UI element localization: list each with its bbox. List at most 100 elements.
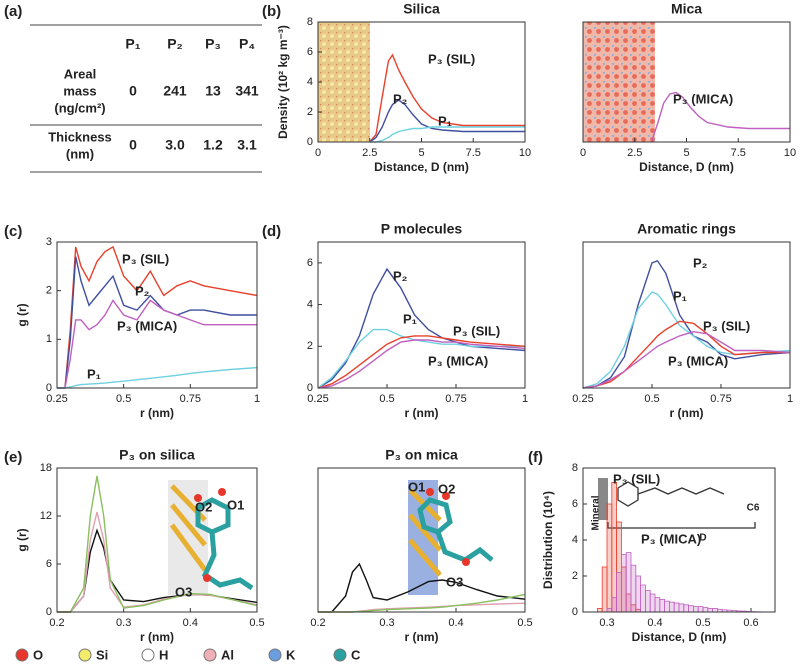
histogram-bar bbox=[611, 597, 617, 613]
y-tick-label: 3 bbox=[46, 236, 52, 248]
x-tick-label: 0.5 bbox=[644, 393, 659, 405]
series-line bbox=[582, 320, 790, 389]
series-label: O1 bbox=[227, 497, 244, 512]
histogram-bar bbox=[606, 608, 613, 613]
histogram-bar bbox=[669, 601, 675, 613]
legend-swatch bbox=[78, 648, 92, 662]
series-line bbox=[317, 339, 526, 389]
x-tick-label: 0.4 bbox=[183, 617, 198, 629]
series-line bbox=[57, 299, 257, 389]
legend-swatch bbox=[333, 648, 347, 662]
x-tick-label: 0.5 bbox=[695, 617, 710, 629]
panel-label: (c) bbox=[4, 223, 22, 240]
series-label: P₃ (SIL) bbox=[703, 318, 750, 333]
legend-label: C bbox=[351, 647, 361, 662]
table-header: P₁ bbox=[125, 36, 140, 52]
table-row-label: (ng/cm²) bbox=[54, 100, 105, 115]
legend-label: Si bbox=[96, 647, 108, 662]
series-label: P₁ bbox=[673, 288, 687, 303]
molecule-inset-silica bbox=[168, 480, 254, 595]
histogram-bar bbox=[630, 564, 637, 613]
series-label: P₃ (MICA) bbox=[668, 353, 728, 368]
y-tick-label: 6 bbox=[307, 46, 313, 58]
y-tick-label: 12 bbox=[40, 510, 52, 522]
table-cell: 0 bbox=[129, 137, 137, 153]
series-label: P₃ (MICA) bbox=[117, 318, 177, 333]
y-tick-label: 6 bbox=[46, 558, 52, 570]
table-row-label: Areal bbox=[64, 66, 97, 81]
histogram-bar bbox=[697, 606, 704, 613]
x-tick-label: 2.5 bbox=[627, 147, 642, 159]
mica-surface-image bbox=[583, 22, 655, 142]
chart-title: P₃ on silica bbox=[119, 447, 195, 463]
series-label: O3 bbox=[175, 584, 192, 599]
histogram-bar bbox=[702, 607, 709, 613]
legend-swatch bbox=[203, 648, 217, 662]
y-tick-label: 8 bbox=[572, 462, 578, 474]
x-tick-label: 10 bbox=[784, 147, 796, 159]
molecule-inset-distribution bbox=[598, 478, 756, 529]
histogram-bar bbox=[673, 602, 680, 613]
series-line bbox=[317, 328, 525, 389]
histogram-bar bbox=[688, 605, 694, 613]
panel-label: (d) bbox=[262, 223, 281, 240]
table-cell: 3.0 bbox=[165, 137, 185, 153]
legend-label: K bbox=[286, 647, 296, 662]
plot-frame bbox=[582, 241, 791, 389]
chart-title: P₃ on mica bbox=[385, 447, 458, 463]
table-row-label: mass bbox=[63, 83, 96, 98]
x-tick-label: 1 bbox=[254, 393, 260, 405]
legend-swatch bbox=[15, 648, 29, 662]
x-tick-label: 0.4 bbox=[647, 617, 662, 629]
histogram-bar bbox=[611, 481, 617, 613]
x-tick-label: 0.3 bbox=[116, 617, 131, 629]
x-tick-label: 0.5 bbox=[249, 617, 264, 629]
table-cell: 341 bbox=[235, 83, 259, 99]
y-tick-label: 0 bbox=[46, 606, 52, 618]
histogram-bar bbox=[678, 603, 685, 613]
table-row-label: (nm) bbox=[66, 146, 94, 161]
histogram-bar bbox=[616, 572, 622, 613]
legend-label: O bbox=[33, 647, 43, 662]
series-label: P₂ bbox=[393, 91, 408, 106]
series-label: P₃ (SIL) bbox=[453, 323, 500, 338]
series-line bbox=[57, 366, 258, 389]
series-line bbox=[582, 259, 791, 389]
series-label: O1 bbox=[408, 479, 425, 494]
x-tick-label: 0 bbox=[580, 147, 586, 159]
histogram-bar bbox=[621, 554, 627, 613]
table-header: P₂ bbox=[167, 36, 183, 52]
x-tick-label: 5 bbox=[418, 147, 424, 159]
table-header: P₄ bbox=[239, 36, 255, 52]
series-label: P₁ bbox=[87, 366, 101, 381]
series-label: P₃ (MICA) bbox=[673, 91, 733, 106]
table-cell: 13 bbox=[205, 83, 221, 99]
table-cell: 3.1 bbox=[237, 137, 257, 153]
y-tick-label: 6 bbox=[307, 257, 313, 269]
series-line bbox=[369, 99, 525, 143]
y-tick-label: 0 bbox=[307, 136, 313, 148]
panel-label: (e) bbox=[4, 449, 22, 466]
x-tick-label: 0.75 bbox=[445, 393, 466, 405]
histogram-bar bbox=[640, 584, 646, 613]
series-line bbox=[57, 475, 258, 613]
series-label: P₃ (MICA) bbox=[641, 531, 701, 546]
y-tick-label: 0 bbox=[572, 606, 578, 618]
chart-title: Aromatic rings bbox=[637, 221, 736, 237]
histogram-bar bbox=[635, 575, 641, 613]
x-tick-label: 0.3 bbox=[599, 617, 614, 629]
legend-swatch bbox=[141, 648, 155, 662]
histogram-bar bbox=[625, 552, 632, 613]
y-tick-label: 2 bbox=[46, 285, 52, 297]
y-tick-label: 2 bbox=[572, 570, 578, 582]
x-axis-label: r (nm) bbox=[140, 406, 174, 420]
x-tick-label: 0.3 bbox=[379, 617, 394, 629]
histogram-bar bbox=[712, 608, 718, 613]
x-tick-label: 0.6 bbox=[743, 617, 758, 629]
y-tick-label: 8 bbox=[307, 16, 313, 28]
y-tick-label: 0 bbox=[307, 382, 313, 394]
x-tick-label: 0.2 bbox=[49, 617, 64, 629]
table-cell: 241 bbox=[163, 83, 187, 99]
panel-label: (b) bbox=[262, 3, 281, 20]
plot-frame bbox=[582, 467, 776, 613]
